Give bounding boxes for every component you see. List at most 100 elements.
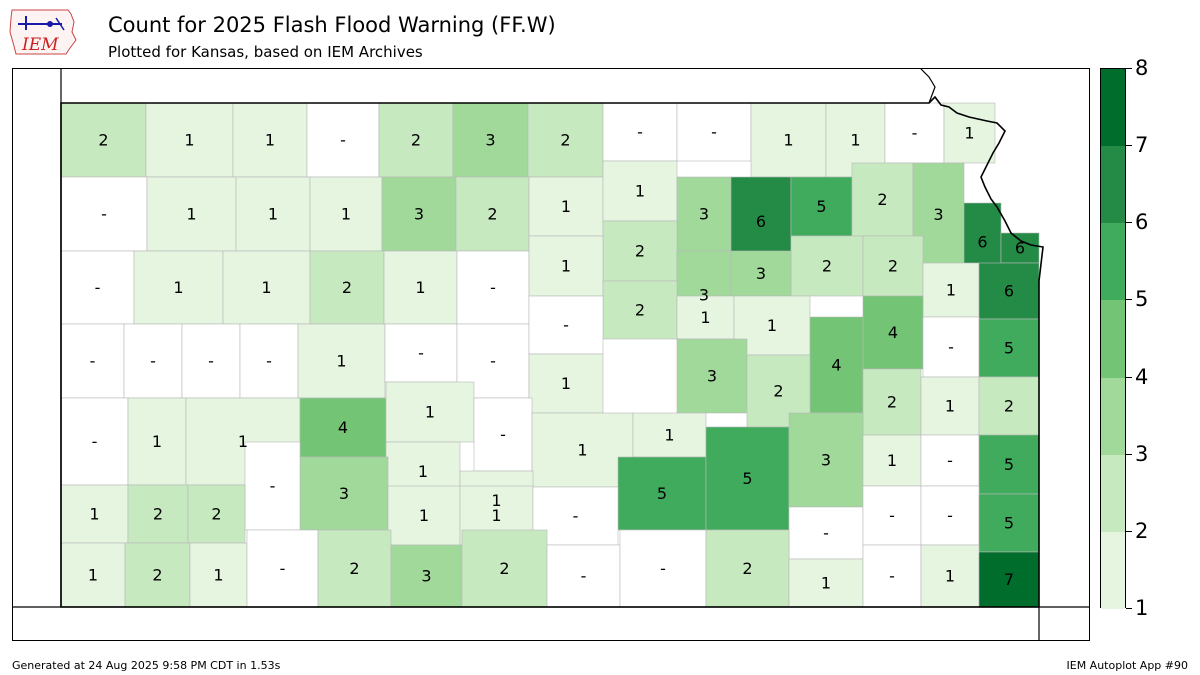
colorbar-tick [1126, 299, 1132, 301]
county-label-haskell: 2 [211, 505, 221, 524]
county-clay [676, 176, 732, 252]
county-label-montgomery: - [889, 567, 895, 586]
county-label-kingman: - [573, 507, 579, 526]
county-label-logan: 1 [173, 278, 183, 297]
county-chautauqua [788, 558, 864, 608]
county-label-ford: 3 [339, 484, 349, 503]
county-cheyenne [60, 102, 147, 178]
county-label-seward: 1 [213, 566, 223, 585]
county-label-stanton: 1 [89, 505, 99, 524]
county-label-finney: 1 [238, 432, 248, 451]
county-label-harvey: 1 [664, 426, 674, 445]
county-osage [862, 295, 924, 370]
county-label-wallace: - [95, 278, 101, 297]
county-label-kearny: 1 [152, 432, 162, 451]
county-label-franklin: - [948, 338, 954, 357]
county-label-wichita: - [150, 352, 156, 371]
county-label-reno: 1 [577, 441, 587, 460]
county-label-cherokee: 7 [1004, 570, 1014, 589]
county-label-morton: 1 [88, 566, 98, 585]
county-label-comanche: 3 [421, 567, 431, 586]
county-label-coffey: 2 [887, 393, 897, 412]
county-label-allen: - [947, 451, 953, 470]
county-jewell [527, 102, 604, 178]
county-label-cloud: 1 [635, 182, 645, 201]
county-label-scott: - [208, 352, 214, 371]
county-label-grant: 2 [153, 505, 163, 524]
county-label-chase: 4 [831, 356, 841, 375]
county-trego [309, 250, 385, 325]
county-label-stevens: 2 [152, 566, 162, 585]
colorbar-segment [1101, 69, 1125, 147]
county-douglas [922, 262, 980, 318]
county-russell [456, 250, 530, 325]
county-label-crawford: 5 [1004, 514, 1014, 533]
generated-timestamp: Generated at 24 Aug 2025 9:58 PM CDT in … [12, 659, 281, 672]
county-label-lyon: 2 [773, 382, 783, 401]
county-label-russell: - [490, 278, 496, 297]
county-thomas [146, 176, 237, 252]
county-label-hodgeman: 4 [338, 418, 348, 437]
neighbor-state-border [920, 69, 936, 104]
county-hamilton [60, 397, 129, 486]
county-label-edwards: 1 [491, 491, 501, 510]
county-linn [978, 376, 1040, 436]
county-montgomery [862, 544, 922, 608]
county-label-jefferson: 3 [933, 205, 943, 224]
county-label-brown: - [912, 124, 918, 143]
county-bourbon [978, 434, 1040, 495]
colorbar-tick-label: 5 [1135, 287, 1149, 312]
county-label-marion: 3 [707, 367, 717, 386]
county-label-clay: 3 [699, 205, 709, 224]
county-label-wyandotte: 6 [1015, 239, 1025, 258]
county-label-neosho: - [947, 506, 953, 525]
county-pawnee [385, 381, 475, 443]
county-label-anderson: 1 [945, 397, 955, 416]
colorbar-tick [1126, 376, 1132, 378]
county-label-greenwood: 3 [821, 451, 831, 470]
county-geary [730, 250, 792, 297]
colorbar-tick-label: 4 [1135, 364, 1149, 389]
county-label-miami: 5 [1004, 339, 1014, 358]
county-rush [384, 323, 458, 383]
county-label-nemaha: 1 [850, 131, 860, 150]
county-label-johnson: 6 [1004, 282, 1014, 301]
kansas-state-outline [60, 95, 1044, 608]
colorbar-tick-label: 7 [1135, 133, 1149, 158]
chart-title: Count for 2025 Flash Flood Warning (FF.W… [108, 13, 556, 37]
county-label-norton: - [340, 131, 346, 150]
county-label-ellsworth: - [563, 316, 569, 335]
county-morton [60, 542, 126, 608]
county-wyandotte [1000, 232, 1040, 264]
county-crawford [978, 493, 1040, 553]
colorbar-tick [1126, 530, 1132, 532]
county-label-clark: 2 [349, 559, 359, 578]
county-label-marshall: 1 [783, 131, 793, 150]
colorbar-segment [1101, 223, 1125, 301]
colorbar-tick [1126, 145, 1132, 147]
county-label-hamilton: - [92, 432, 98, 451]
county-norton [306, 102, 380, 178]
county-label-gray: - [270, 477, 276, 496]
county-label-decatur: 1 [265, 131, 275, 150]
county-label-greeley: - [90, 352, 96, 371]
county-label-wilson: - [889, 506, 895, 525]
colorbar-tick-label: 3 [1135, 441, 1149, 466]
county-label-jackson: 5 [816, 197, 826, 216]
county-label-sumner: - [660, 559, 666, 578]
county-sheridan [235, 176, 311, 252]
county-label-sheridan: 1 [268, 205, 278, 224]
colorbar-tick-label: 8 [1135, 56, 1149, 80]
county-label-graham: 1 [341, 205, 351, 224]
county-label-cowley: 2 [742, 559, 752, 578]
county-harvey [632, 412, 707, 458]
county-ottawa [602, 280, 678, 340]
county-label-lincoln: 1 [561, 257, 571, 276]
county-label-dickinson: 1 [700, 308, 710, 327]
county-doniphan [943, 102, 996, 164]
colorbar-tick [1126, 68, 1132, 69]
colorbar-segment [1101, 146, 1125, 224]
county-label-pratt: 1 [419, 506, 429, 525]
